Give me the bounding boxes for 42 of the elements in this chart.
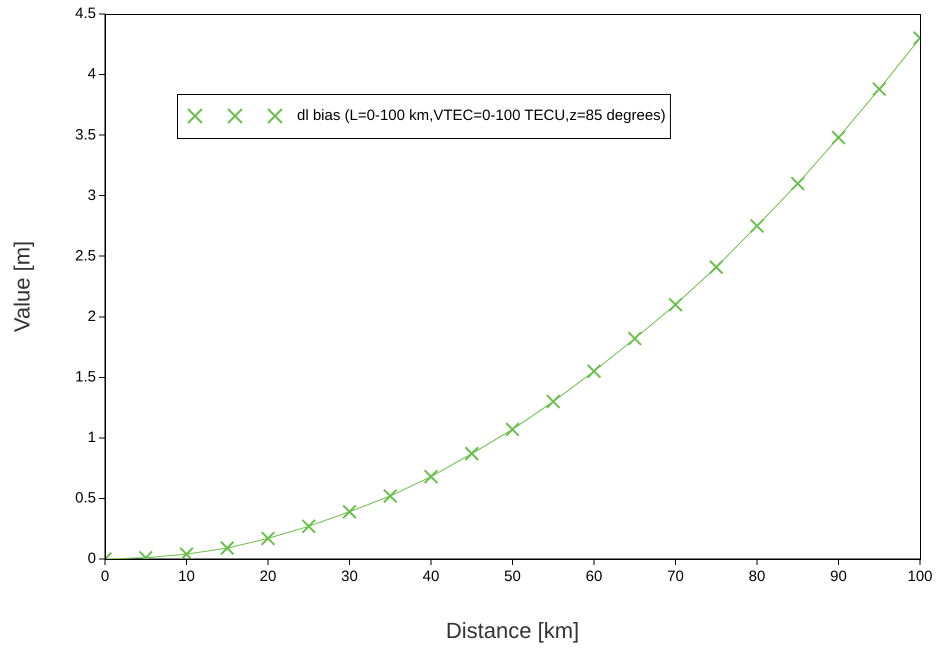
x-tick-label: 40 bbox=[422, 568, 440, 586]
point bbox=[342, 504, 357, 520]
x-tick-label: 20 bbox=[260, 568, 276, 586]
legend-label: dl bias (L=0-100 km,VTEC=0-100 TECU,z=85 degrees) bbox=[297, 107, 666, 124]
x-tick-label: 100 bbox=[907, 568, 933, 586]
point bbox=[586, 364, 602, 379]
x-tick-label: 70 bbox=[667, 568, 684, 586]
point bbox=[668, 297, 683, 312]
point bbox=[546, 394, 561, 409]
x-tick-label: 10 bbox=[178, 568, 195, 586]
y-tick-label: 0.5 bbox=[75, 490, 96, 507]
x-tick-label: 30 bbox=[341, 568, 358, 586]
y-tick-label: 1.5 bbox=[75, 368, 96, 386]
x-tick-label: 60 bbox=[586, 568, 602, 586]
point bbox=[505, 422, 520, 437]
point bbox=[260, 531, 276, 546]
x-axis-title: Distance [km] bbox=[446, 618, 580, 643]
y-tick-label: 2.5 bbox=[75, 247, 96, 264]
point bbox=[220, 540, 235, 556]
point bbox=[179, 546, 194, 559]
x-tick-label: 80 bbox=[748, 568, 766, 586]
y-tick-label: 3.5 bbox=[75, 126, 96, 144]
x-tick-label: 90 bbox=[830, 568, 847, 586]
point bbox=[750, 218, 764, 234]
x-tick-label: 0 bbox=[100, 568, 110, 586]
point bbox=[708, 260, 724, 274]
point bbox=[790, 176, 806, 191]
y-tick-label: 1 bbox=[88, 429, 96, 446]
point bbox=[831, 130, 846, 145]
y-tick-label: 3 bbox=[88, 186, 96, 204]
y-tick-label: 4 bbox=[88, 66, 96, 83]
x-tick-label: 50 bbox=[504, 568, 521, 586]
point bbox=[872, 82, 887, 96]
point bbox=[627, 331, 642, 346]
point bbox=[301, 518, 316, 534]
y-tick-label: 4.5 bbox=[75, 5, 96, 22]
point bbox=[382, 488, 398, 504]
point bbox=[464, 446, 480, 461]
point bbox=[424, 469, 438, 484]
y-tick-label: 2 bbox=[88, 308, 96, 325]
y-tick-label: 0 bbox=[88, 550, 96, 568]
y-axis-title: Value [m] bbox=[9, 240, 34, 332]
